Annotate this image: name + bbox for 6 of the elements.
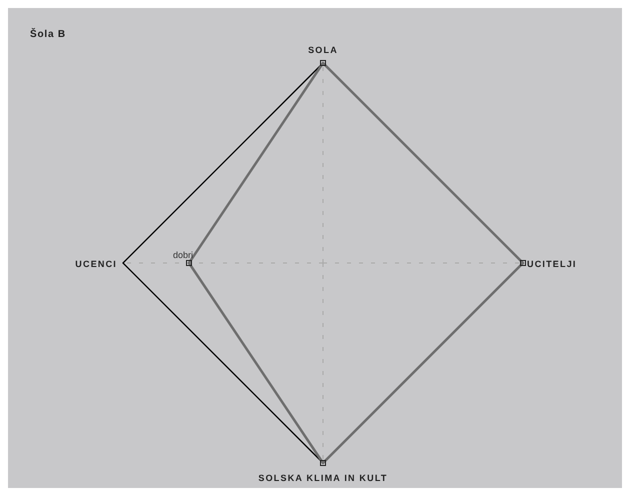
spoke-label: SOLSKA KLIMA IN KULT: [258, 473, 388, 483]
spoke-label: UCENCI: [75, 259, 117, 269]
spoke-label: UCITELJI: [527, 259, 577, 269]
text: dobri: [172, 250, 193, 260]
spoke-label: SOLA: [308, 45, 338, 55]
chart-title: Šola B: [30, 28, 66, 40]
